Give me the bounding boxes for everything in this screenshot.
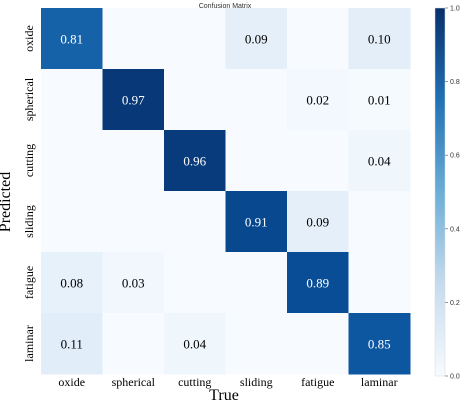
- x-tick-label: fatigue: [301, 375, 334, 389]
- heatmap-cells: [41, 8, 411, 375]
- cell-value-label: 0.04: [183, 337, 206, 352]
- heatmap-cell: [41, 69, 103, 131]
- heatmap-cell: [102, 252, 165, 314]
- cell-value-label: 0.04: [368, 154, 391, 169]
- heatmap-cell: [287, 313, 349, 375]
- heatmap-cell: [225, 252, 288, 314]
- heatmap-cell: [164, 191, 226, 253]
- cell-value-label: 0.81: [60, 32, 83, 47]
- x-axis-label: True: [209, 387, 239, 403]
- heatmap-cell: [348, 130, 411, 192]
- colorbar: [434, 7, 446, 377]
- heatmap-cell: [348, 313, 411, 375]
- y-tick-label: sliding: [22, 205, 36, 238]
- heatmap-cell: [41, 252, 103, 314]
- cell-value-label: 0.03: [122, 276, 145, 291]
- heatmap-cell: [164, 69, 226, 131]
- heatmap-cell: [164, 8, 226, 70]
- heatmap-cell: [164, 130, 226, 192]
- colorbar-tick-label: 0.2: [450, 300, 460, 307]
- colorbar-tick-label: 0.0: [450, 374, 460, 381]
- heatmap-cell: [102, 69, 165, 131]
- x-tick-label: spherical: [112, 375, 156, 389]
- heatmap-cell: [225, 8, 288, 70]
- cell-value-label: 0.09: [245, 32, 268, 47]
- y-tick-label: laminar: [22, 325, 36, 362]
- heatmap-cell: [348, 69, 411, 131]
- heatmap-cell: [225, 191, 288, 253]
- colorbar-tick-label: 0.4: [450, 226, 460, 233]
- cell-value-label: 0.09: [306, 215, 329, 230]
- cell-value-label: 0.96: [183, 154, 206, 169]
- heatmap-cell: [102, 191, 165, 253]
- heatmap-cell: [41, 313, 103, 375]
- heatmap-cell: [41, 8, 103, 70]
- colorbar-ticks: 0.0 0.2 0.4 0.6 0.8 1.0: [445, 6, 460, 381]
- heatmap-cell: [164, 313, 226, 375]
- heatmap-cell: [41, 130, 103, 192]
- heatmap-cell: [348, 8, 411, 70]
- colorbar-tick-label: 0.8: [450, 79, 460, 86]
- heatmap-cell: [102, 8, 165, 70]
- cell-value-label: 0.10: [368, 32, 391, 47]
- heatmap-cell: [225, 130, 288, 192]
- heatmap-cell: [348, 191, 411, 253]
- cell-value-label: 0.97: [122, 93, 145, 108]
- x-tick-label: sliding: [240, 375, 273, 389]
- y-tick-label: oxide: [22, 25, 36, 52]
- heatmap-cell: [287, 252, 349, 314]
- x-tick-label: cutting: [178, 375, 211, 389]
- y-tick-label: cutting: [22, 144, 36, 177]
- chart-title: Confusion Matrix: [199, 3, 252, 10]
- colorbar-tick-label: 0.6: [450, 153, 460, 160]
- heatmap-cell: [41, 191, 103, 253]
- y-axis-label: Predicted: [0, 172, 14, 232]
- y-tick-label: fatigue: [22, 266, 36, 299]
- y-tick-label: spherical: [22, 77, 36, 121]
- cell-value-label: 0.11: [61, 337, 83, 352]
- heatmap-cell: [287, 8, 349, 70]
- heatmap-cell: [348, 252, 411, 314]
- x-tick-label: oxide: [58, 375, 85, 389]
- heatmap-cell: [102, 130, 165, 192]
- heatmap-cell: [225, 313, 288, 375]
- x-tick-labels: oxide spherical cutting sliding fatigue lamin…: [58, 375, 397, 389]
- heatmap-cell: [225, 69, 288, 131]
- heatmap-cell-labels: 0.81 0.09 0.10 0.97 0.02 0.01 0.96 0.04 0.91 0.09…: [60, 32, 391, 352]
- heatmap-cell: [287, 69, 349, 131]
- heatmap-cell: [164, 252, 226, 314]
- y-tick-labels: oxide spherical cutting sliding fatigue lamin…: [22, 25, 36, 362]
- x-tick-label: laminar: [361, 375, 398, 389]
- cell-value-label: 0.02: [306, 93, 329, 108]
- heatmap-cell: [102, 313, 165, 375]
- cell-value-label: 0.01: [368, 93, 391, 108]
- colorbar-tick-label: 1.0: [450, 6, 460, 13]
- heatmap-cell: [287, 191, 349, 253]
- cell-value-label: 0.91: [245, 215, 268, 230]
- cell-value-label: 0.85: [368, 337, 391, 352]
- cell-value-label: 0.89: [306, 276, 329, 291]
- cell-value-label: 0.08: [60, 276, 83, 291]
- heatmap-cell: [287, 130, 349, 192]
